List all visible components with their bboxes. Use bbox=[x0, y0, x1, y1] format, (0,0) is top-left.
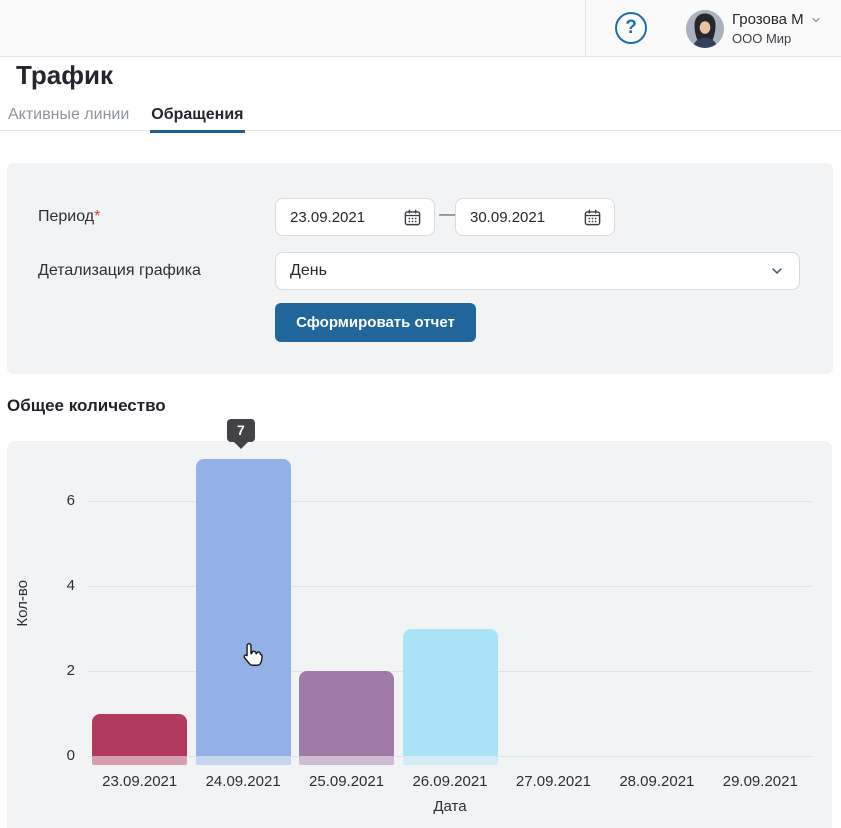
help-icon: ? bbox=[625, 17, 637, 38]
tabs-divider bbox=[0, 130, 841, 131]
calendar-icon[interactable] bbox=[583, 208, 602, 227]
tabs: Активные линии Обращения bbox=[7, 103, 245, 133]
x-tick-label: 25.09.2021 bbox=[309, 773, 385, 790]
header-user-area: ? Грозова М ООО Мир bbox=[585, 0, 841, 57]
y-tick-label: 6 bbox=[66, 492, 75, 509]
chevron-down-icon bbox=[772, 268, 782, 274]
bar-base bbox=[299, 756, 395, 765]
x-tick-label: 27.09.2021 bbox=[515, 773, 591, 790]
avatar[interactable] bbox=[686, 10, 724, 48]
generate-report-button[interactable]: Сформировать отчет bbox=[275, 303, 476, 342]
y-tick-label: 2 bbox=[66, 662, 75, 679]
chevron-down-icon bbox=[812, 17, 820, 23]
date-from-value: 23.09.2021 bbox=[290, 208, 366, 226]
gridline bbox=[88, 586, 812, 587]
bar-25.09.2021[interactable] bbox=[299, 671, 395, 765]
y-tick-label: 0 bbox=[66, 747, 75, 764]
x-tick-label: 23.09.2021 bbox=[102, 773, 178, 790]
user-menu[interactable]: Грозова М ООО Мир bbox=[732, 11, 822, 47]
calendar-icon[interactable] bbox=[403, 208, 422, 227]
date-to-value: 30.09.2021 bbox=[470, 208, 546, 226]
gridline bbox=[88, 501, 812, 502]
top-header: ? Грозова М ООО Мир bbox=[0, 0, 841, 57]
avatar-photo bbox=[686, 10, 724, 48]
user-company: ООО Мир bbox=[732, 31, 792, 46]
bar-26.09.2021[interactable] bbox=[402, 628, 498, 765]
y-axis-label: Кол-во bbox=[13, 579, 31, 627]
y-tick-label: 4 bbox=[66, 577, 75, 594]
bar-base bbox=[402, 756, 498, 765]
bar-base bbox=[92, 756, 188, 765]
help-button[interactable]: ? bbox=[615, 12, 647, 44]
detail-select-value: День bbox=[290, 262, 327, 279]
tab-active-lines[interactable]: Активные линии bbox=[8, 106, 130, 123]
date-to-input[interactable]: 30.09.2021 bbox=[455, 198, 615, 236]
bar-24.09.2021[interactable] bbox=[195, 458, 291, 765]
x-tick-label: 26.09.2021 bbox=[412, 773, 488, 790]
plot-area: Кол-во Дата 0 2 4 6 23.09.2021 24.09.2021 25.0… bbox=[7, 441, 832, 828]
date-from-input[interactable]: 23.09.2021 bbox=[275, 198, 435, 236]
filter-panel: Период* 23.09.2021 — 30.09.2021 bbox=[7, 163, 833, 374]
required-asterisk: * bbox=[94, 208, 101, 225]
x-tick-label: 28.09.2021 bbox=[619, 773, 695, 790]
user-name: Грозова М bbox=[732, 11, 804, 28]
x-axis-label: Дата bbox=[433, 798, 467, 815]
detail-label: Детализация графика bbox=[38, 262, 201, 279]
bar-23.09.2021[interactable] bbox=[92, 713, 188, 765]
bar-base bbox=[195, 756, 291, 765]
tab-requests[interactable]: Обращения bbox=[150, 103, 245, 133]
x-tick-label: 24.09.2021 bbox=[205, 773, 281, 790]
chart-tooltip: 7 bbox=[227, 419, 255, 449]
detail-select[interactable]: День bbox=[275, 252, 800, 290]
period-label: Период* bbox=[38, 208, 101, 225]
page-title: Трафик bbox=[16, 60, 113, 90]
x-tick-label: 29.09.2021 bbox=[722, 773, 798, 790]
date-range-separator: — bbox=[439, 206, 455, 223]
chart-title: Общее количество bbox=[7, 396, 166, 415]
